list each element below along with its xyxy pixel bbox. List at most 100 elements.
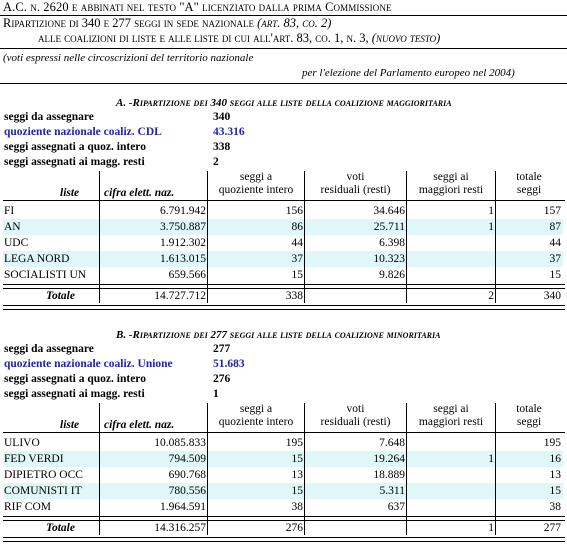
table-cell-seggi-r xyxy=(407,435,494,451)
table-cell-seggi-r xyxy=(407,499,494,515)
summary-label: seggi da assegnare xyxy=(4,111,94,123)
table-cell-seggi-r: 1 xyxy=(488,205,494,217)
column-divider xyxy=(304,403,305,535)
header-rule xyxy=(3,432,565,433)
table-cell-seggi-q: 38 xyxy=(291,501,304,513)
table-cell-lista: FI xyxy=(4,205,15,217)
table-cell-seggi-r: 1 xyxy=(488,453,494,465)
total-cell-seggi-q: 276 xyxy=(285,522,303,534)
note-line-2: per l'elezione del Parlamento europeo ne… xyxy=(302,67,515,79)
table-row xyxy=(3,251,563,267)
column-divider xyxy=(495,171,496,303)
column-divider xyxy=(495,403,496,535)
col-header-liste: liste xyxy=(60,187,80,199)
table-cell-seggi-q: 13 xyxy=(291,469,304,481)
summary-value: 43.316 xyxy=(213,126,245,138)
table-cell-resti: 10.323 xyxy=(373,253,405,265)
header-line: voti xyxy=(346,171,365,183)
header-line: seggi ai xyxy=(433,403,469,415)
column-divider xyxy=(304,171,305,303)
column-divider xyxy=(99,403,100,535)
summary-value: 276 xyxy=(213,373,231,385)
subtitle-line-1: Ripartizione di 340 e 277 seggi in sede … xyxy=(3,16,332,30)
table-row xyxy=(3,483,563,499)
table-cell-seggi-r xyxy=(407,251,494,267)
summary-value: 2 xyxy=(213,156,219,168)
table-cell-cifra: 1.912.302 xyxy=(160,237,206,249)
subtitle-line-2: alle coalizioni di liste e alle liste di… xyxy=(38,31,441,45)
table-cell-cifra: 659.566 xyxy=(168,269,206,281)
table-cell-seggi-q: 15 xyxy=(291,269,304,281)
col-header-seggi-quoziente: seggi a quoziente intero xyxy=(208,171,304,197)
total-cell-resti xyxy=(305,520,405,536)
total-label: Totale xyxy=(46,522,75,534)
summary-label: quoziente nazionale coaliz. CDL xyxy=(4,126,162,138)
table-cell-totale: 38 xyxy=(549,501,562,513)
table-cell-totale: 15 xyxy=(549,485,562,497)
table-cell-seggi-r xyxy=(407,483,494,499)
col-header-voti-residuali: voti residuali (resti) xyxy=(305,403,406,429)
col-header-seggi-resti: seggi ai maggiori resti xyxy=(407,403,495,429)
col-header-voti-residuali: voti residuali (resti) xyxy=(305,171,406,197)
table-cell-totale: 37 xyxy=(549,253,562,265)
total-cell-cifra: 14.727.712 xyxy=(154,290,206,302)
table-cell-totale: 13 xyxy=(549,469,562,481)
total-label: Totale xyxy=(46,290,75,302)
bottom-rule xyxy=(3,537,565,542)
summary-label: seggi assegnati a quoz. intero xyxy=(4,141,146,153)
table-cell-lista: FED VERDI xyxy=(4,453,64,465)
table-cell-seggi-q: 156 xyxy=(285,205,303,217)
table-cell-totale: 195 xyxy=(543,437,561,449)
table-cell-lista: COMUNISTI IT xyxy=(4,485,82,497)
table-cell-cifra: 1.964.591 xyxy=(160,501,206,513)
header-line: totale xyxy=(516,171,542,183)
total-cell-seggi-q: 338 xyxy=(285,290,303,302)
table-cell-lista: DIPIETRO OCC xyxy=(4,469,83,481)
table-cell-cifra: 10.085.833 xyxy=(154,437,206,449)
table-row xyxy=(3,451,563,467)
table-cell-resti: 19.264 xyxy=(373,453,405,465)
title-rule xyxy=(0,15,567,16)
note-rule xyxy=(0,83,567,84)
section-title: B. -Ripartizione dei 277 seggi alle list… xyxy=(116,329,441,341)
table-cell-resti: 6.398 xyxy=(379,237,405,249)
total-cell-totale: 277 xyxy=(543,522,561,534)
header-line: seggi a xyxy=(239,403,273,415)
table-cell-cifra: 3.750.887 xyxy=(160,221,206,233)
column-divider xyxy=(207,171,208,303)
table-cell-lista: RIF COM xyxy=(4,501,51,513)
table-cell-lista: SOCIALISTI UN xyxy=(4,269,87,281)
col-header-cifra: cifra elett. naz. xyxy=(104,419,175,431)
col-header-cifra: cifra elett. naz. xyxy=(104,187,175,199)
table-cell-cifra: 794.509 xyxy=(168,453,206,465)
table-row xyxy=(3,219,563,235)
header-line: voti xyxy=(346,403,365,415)
table-cell-seggi-r xyxy=(407,235,494,251)
table-cell-seggi-r: 1 xyxy=(488,221,494,233)
document-title: A.C. n. 2620 e abbinati nel testo "A" li… xyxy=(3,0,392,14)
header-line: quoziente intero xyxy=(218,416,294,428)
table-cell-totale: 157 xyxy=(543,205,561,217)
header-line: maggiori resti xyxy=(418,184,484,196)
summary-label: seggi da assegnare xyxy=(4,343,94,355)
table-cell-resti: 25.711 xyxy=(373,221,405,233)
column-divider xyxy=(406,171,407,303)
total-rule xyxy=(3,284,565,289)
column-divider xyxy=(406,403,407,535)
table-cell-totale: 16 xyxy=(549,453,562,465)
col-header-seggi-resti: seggi ai maggiori resti xyxy=(407,171,495,197)
table-cell-resti: 18.889 xyxy=(373,469,405,481)
total-rule xyxy=(3,516,565,521)
table-cell-lista: LEGA NORD xyxy=(4,253,70,265)
table-cell-seggi-q: 15 xyxy=(291,485,304,497)
table-cell-resti: 5.311 xyxy=(379,485,405,497)
summary-label: quoziente nazionale coaliz. Unione xyxy=(4,358,173,370)
subtitle-rule xyxy=(0,48,567,49)
table-cell-cifra: 690.768 xyxy=(168,469,206,481)
table-cell-seggi-q: 44 xyxy=(291,237,304,249)
col-header-seggi-quoziente: seggi a quoziente intero xyxy=(208,403,304,429)
summary-value: 1 xyxy=(213,388,219,400)
table-cell-seggi-q: 195 xyxy=(285,437,303,449)
table-cell-resti: 9.826 xyxy=(379,269,405,281)
table-cell-lista: ULIVO xyxy=(4,437,40,449)
